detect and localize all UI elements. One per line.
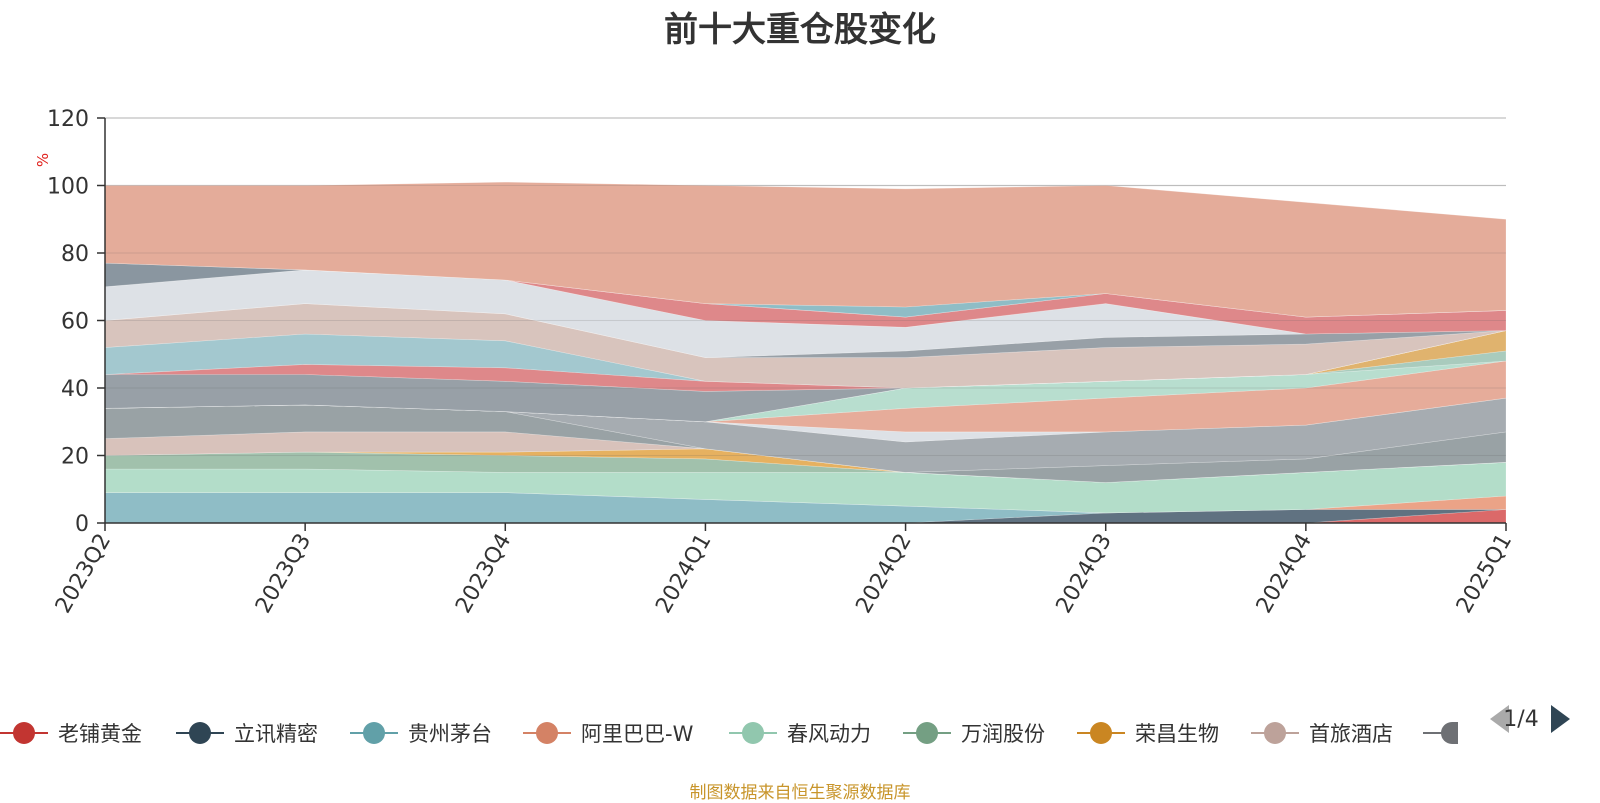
y-tick-label: 80	[61, 242, 89, 267]
area-series-7[interactable]	[104, 431, 1507, 483]
source-note: 制图数据来自恒生聚源数据库	[689, 783, 911, 803]
x-tick-label: 2024Q3	[1052, 530, 1117, 618]
legend-label: 首旅酒店	[1309, 722, 1393, 746]
y-tick-label: 100	[47, 175, 89, 200]
legend-marker-icon	[1441, 722, 1458, 744]
x-tick-label: 2025Q1	[1452, 530, 1517, 618]
x-tick-label: 2023Q2	[51, 530, 116, 618]
area-series-9[interactable]	[104, 397, 1507, 473]
legend-label: 万润股份	[961, 722, 1045, 746]
area-series-3[interactable]	[105, 492, 1507, 514]
legend-item[interactable]: 万润股份	[903, 722, 1045, 746]
legend-marker-icon	[742, 722, 764, 744]
y-axis-ticks: 0 20 40 60 80 100 120	[47, 107, 105, 537]
legend-marker-icon	[363, 722, 385, 744]
legend-item[interactable]: 荣昌生物	[1077, 722, 1219, 746]
x-tick-label: 2024Q1	[651, 530, 716, 618]
area-series-24[interactable]	[104, 181, 1507, 318]
x-tick-label: 2023Q3	[251, 530, 316, 618]
legend-marker-icon	[536, 722, 558, 744]
legend-page-indicator: 1/4	[1503, 707, 1538, 732]
legend-item[interactable]: 首旅酒店	[1251, 722, 1393, 746]
y-tick-label: 60	[61, 310, 89, 335]
legend-label: 贵州茅台	[408, 722, 492, 746]
legend-item[interactable]: 阿里巴巴-W	[523, 722, 694, 746]
legend: 老铺黄金 立讯精密 贵州茅台 阿里巴巴-W 春风动力 万润股份 荣昌生物 首旅酒店	[0, 722, 1458, 746]
y-tick-label: 20	[61, 445, 89, 470]
legend-label: 老铺黄金	[58, 722, 142, 746]
stacked-areas	[104, 117, 1507, 524]
legend-label: 荣昌生物	[1135, 722, 1219, 746]
area-series-14[interactable]	[104, 330, 1507, 423]
y-tick-label: 120	[47, 107, 89, 132]
legend-prev-arrow-icon[interactable]	[1490, 705, 1509, 733]
area-series-5[interactable]	[104, 451, 1507, 483]
y-tick-label: 40	[61, 377, 89, 402]
x-tick-label: 2024Q2	[851, 530, 916, 618]
legend-item[interactable]: 立讯精密	[176, 722, 318, 746]
area-series-18[interactable]	[104, 303, 1507, 389]
legend-label: 立讯精密	[234, 722, 318, 746]
chart-title: 前十大重仓股变化	[664, 10, 936, 50]
x-tick-label: 2023Q4	[451, 530, 516, 618]
legend-item[interactable]: 老铺黄金	[0, 722, 142, 746]
legend-pager: 1/4	[1490, 705, 1570, 733]
legend-marker-icon	[1264, 722, 1286, 744]
legend-label: 阿里巴巴-W	[581, 722, 694, 746]
legend-item[interactable]: 春风动力	[729, 722, 871, 746]
legend-next-arrow-icon[interactable]	[1551, 705, 1570, 733]
y-tick-label: 0	[75, 512, 89, 537]
legend-item[interactable]: 贵州茅台	[350, 722, 492, 746]
legend-label: 春风动力	[787, 722, 871, 746]
legend-marker-icon	[916, 722, 938, 744]
area-series-11[interactable]	[104, 360, 1507, 433]
x-axis-ticks: 2023Q2 2023Q3 2023Q4 2024Q1 2024Q2 2024Q3 2024…	[51, 523, 1517, 618]
legend-item-partial[interactable]	[1423, 722, 1458, 744]
legend-marker-icon	[1090, 722, 1112, 744]
y-axis-unit: %	[34, 153, 52, 167]
area-series-13[interactable]	[104, 350, 1507, 423]
legend-marker-icon	[13, 722, 35, 744]
x-tick-label: 2024Q4	[1252, 530, 1317, 618]
legend-marker-icon	[189, 722, 211, 744]
